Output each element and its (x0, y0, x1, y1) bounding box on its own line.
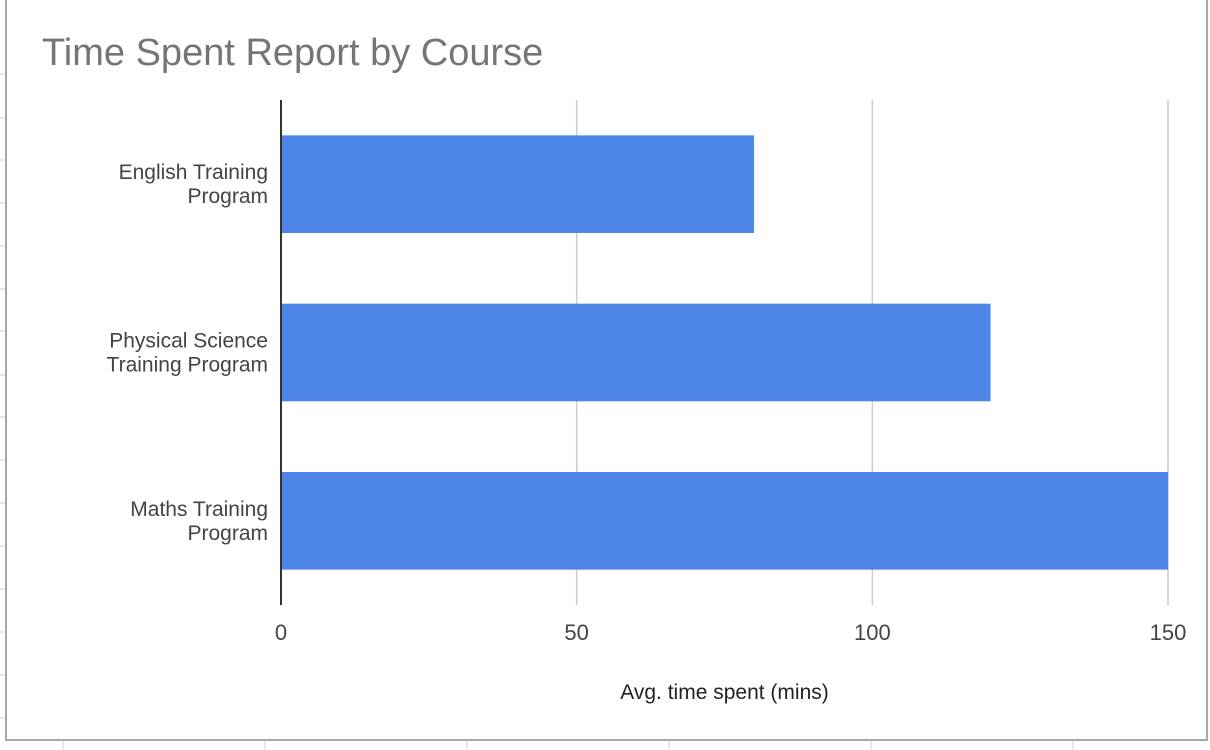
bars (281, 135, 1168, 570)
bar (281, 472, 1168, 570)
frame-tick-marks (0, 73, 1074, 750)
category-label: English Training Program (119, 161, 268, 208)
category-label-line: Program (187, 185, 268, 208)
chart-title: Time Spent Report by Course (42, 32, 544, 74)
x-tick-label: 100 (854, 620, 891, 645)
category-label-line: Training Program (107, 354, 268, 377)
category-label: Physical Science Training Program (107, 330, 268, 377)
category-label-line: Maths Training (130, 498, 268, 521)
category-label-line: English Training (119, 161, 268, 184)
bar (281, 135, 755, 233)
bar (281, 303, 991, 402)
x-tick-label: 50 (564, 620, 588, 645)
x-tick-label: 0 (275, 620, 287, 645)
chart-frame (5, 0, 1208, 741)
x-tick-label: 150 (1150, 620, 1187, 645)
category-label-line: Physical Science (109, 330, 268, 353)
x-axis-title: Avg. time spent (mins) (620, 681, 829, 704)
x-axis-title-group: Avg. time spent (mins) (620, 681, 829, 704)
category-label-line: Program (187, 522, 268, 545)
category-label: Maths Training Program (130, 498, 268, 545)
x-tick-labels: 0 50 100 150 (275, 620, 1186, 645)
